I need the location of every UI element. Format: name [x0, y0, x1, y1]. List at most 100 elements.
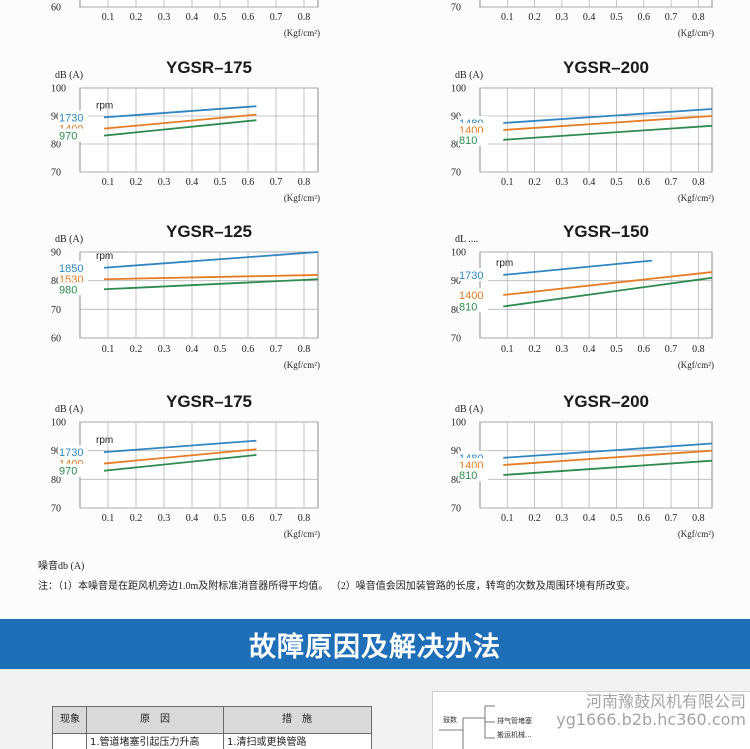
series-line [103, 113, 257, 130]
chart-panel: 0.1 0.2 0.3 0.4 0.5 0.6 0.7 0.8 100 90 80 70 (Kgf/cm… [451, 392, 714, 539]
cause-cell-1: 1.管道堵塞引起压力升高 [90, 737, 200, 748]
y-tick-label: 90 [51, 112, 61, 123]
x-tick-label: 0.4 [186, 177, 199, 188]
x-axis-unit-label: (Kgf/cm²) [678, 28, 714, 38]
x-tick-label: 0.6 [638, 12, 651, 23]
x-tick-label: 0.6 [242, 513, 255, 524]
x-tick-label: 0.8 [692, 513, 705, 524]
action-cell-1: 1.清扫或更换管路 [227, 737, 307, 748]
x-tick-label: 0.1 [102, 177, 115, 188]
y-tick-label: 70 [451, 3, 461, 14]
chart-panel: 0.1 0.2 0.3 0.4 0.5 0.6 0.7 0.8 70 (Kgf/cm²) [451, 0, 714, 38]
x-tick-label: 0.4 [583, 177, 596, 188]
x-tick-label: 0.4 [186, 344, 199, 355]
x-tick-label: 0.5 [214, 344, 227, 355]
x-tick-label: 0.7 [270, 344, 283, 355]
header-action: 措 施 [282, 714, 312, 725]
notes-title: 噪音db (A) [38, 561, 85, 572]
rpm-label: rpm [96, 251, 113, 262]
series-label-bg [458, 267, 488, 281]
x-tick-label: 0.3 [556, 12, 569, 23]
series-line [103, 448, 257, 465]
x-tick-label: 0.1 [102, 344, 115, 355]
series-line [503, 459, 713, 476]
chart-title: YGSR–200 [563, 58, 649, 77]
series-label: 1850 [59, 263, 83, 275]
x-tick-label: 0.7 [270, 513, 283, 524]
x-tick-label: 0.1 [501, 177, 514, 188]
y-tick-label: 60 [51, 334, 61, 345]
x-tick-label: 0.5 [610, 513, 623, 524]
table-divider [223, 707, 224, 749]
troubleshooting-section: 现象 原 因 措 施 1.管道堵塞引起压力升高 1.清扫或更换管路 鼓数 排气管… [0, 669, 750, 749]
chart-title: YGSR–200 [563, 392, 649, 411]
series-line [503, 442, 713, 459]
series-label-bg [58, 128, 88, 142]
series-label: 970 [59, 466, 77, 478]
x-tick-label: 0.2 [528, 513, 541, 524]
series-label: 980 [59, 284, 77, 296]
x-tick-label: 0.8 [298, 344, 311, 355]
y-tick-label: 80 [51, 276, 61, 287]
chart-panel: 0.1 0.2 0.3 0.4 0.5 0.6 0.7 0.8 90 80 70 60 (Kgf/cm²… [51, 222, 320, 370]
notes-block: 噪音db (A) 注：（1）本噪音是在距风机旁边1.0m及附标准消音器所得平均值… [38, 557, 738, 597]
series-label-bg [458, 458, 488, 471]
series-line [503, 115, 713, 131]
header-phenomenon: 现象 [60, 714, 80, 725]
x-axis-unit-label: (Kgf/cm²) [284, 28, 320, 38]
chart-panel: 0.1 0.2 0.3 0.4 0.5 0.6 0.7 0.8 100 90 80 70 (Kgf/cm… [51, 392, 320, 539]
x-tick-label: 0.7 [665, 177, 678, 188]
plot-frame [79, 251, 319, 339]
x-tick-label: 0.6 [638, 177, 651, 188]
plot-frame [479, 251, 713, 339]
x-tick-label: 0.3 [556, 344, 569, 355]
y-tick-label: 70 [51, 305, 61, 316]
x-tick-label: 0.4 [186, 513, 199, 524]
x-tick-label: 0.7 [270, 12, 283, 23]
x-tick-label: 0.3 [158, 344, 171, 355]
x-tick-label: 0.7 [665, 344, 678, 355]
x-tick-label: 0.2 [130, 12, 143, 23]
plot-frame [479, 0, 713, 8]
x-tick-label: 0.1 [102, 513, 115, 524]
x-tick-label: 0.7 [665, 12, 678, 23]
y-tick-label: 80 [451, 475, 461, 486]
watermark-company: 河南豫鼓风机有限公司 [585, 692, 746, 711]
series-label: 1400 [459, 290, 483, 302]
rpm-label: rpm [496, 258, 513, 269]
header-cause: 原 因 [140, 714, 170, 725]
x-tick-label: 0.4 [583, 12, 596, 23]
series-label: 1730 [59, 447, 83, 459]
x-tick-label: 0.4 [186, 12, 199, 23]
x-tick-label: 0.8 [298, 177, 311, 188]
y-axis-label: dB (A) [455, 404, 483, 415]
table-header-row: 现象 原 因 措 施 [53, 707, 371, 734]
y-axis-label: dB (A) [55, 234, 83, 245]
series-label-bg [58, 282, 88, 296]
x-tick-label: 0.3 [158, 177, 171, 188]
y-tick-label: 90 [51, 248, 61, 259]
x-tick-label: 0.5 [610, 12, 623, 23]
series-label-bg [58, 260, 88, 274]
x-tick-label: 0.5 [610, 177, 623, 188]
x-axis-unit-label: (Kgf/cm²) [678, 193, 714, 203]
series-label: 970 [59, 131, 77, 143]
series-line [103, 274, 319, 281]
plot-frame [79, 87, 319, 173]
x-tick-label: 0.5 [214, 177, 227, 188]
x-tick-label: 0.1 [501, 513, 514, 524]
x-tick-label: 0.2 [130, 177, 143, 188]
x-tick-label: 0.6 [242, 12, 255, 23]
table-divider [86, 707, 87, 749]
y-tick-label: 90 [451, 446, 461, 457]
x-tick-label: 0.6 [242, 344, 255, 355]
chart-panel: 0.1 0.2 0.3 0.4 0.5 0.6 0.7 0.8 100 90 80 70 (Kgf/cm… [451, 222, 714, 370]
series-label-bg [458, 299, 488, 313]
x-tick-label: 0.3 [556, 513, 569, 524]
x-tick-label: 0.7 [665, 513, 678, 524]
series-label: 810 [459, 301, 477, 313]
y-tick-label: 80 [51, 475, 61, 486]
x-tick-label: 0.1 [102, 12, 115, 23]
x-tick-label: 0.5 [214, 513, 227, 524]
plot-frame [479, 87, 713, 173]
